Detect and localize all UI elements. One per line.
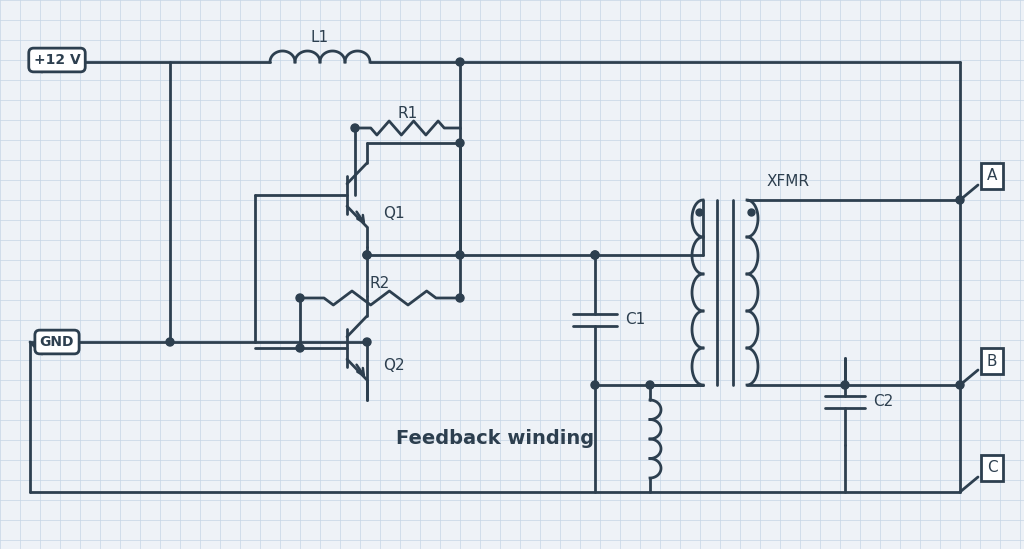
Text: B: B — [987, 354, 997, 368]
Circle shape — [456, 294, 464, 302]
Circle shape — [591, 251, 599, 259]
Circle shape — [456, 251, 464, 259]
Circle shape — [956, 381, 964, 389]
Circle shape — [956, 196, 964, 204]
Text: +12 V: +12 V — [34, 53, 80, 67]
Text: C1: C1 — [625, 312, 645, 328]
Circle shape — [456, 58, 464, 66]
Circle shape — [166, 338, 174, 346]
Text: XFMR: XFMR — [767, 175, 810, 189]
Circle shape — [591, 381, 599, 389]
Circle shape — [591, 251, 599, 259]
Circle shape — [296, 344, 304, 352]
Circle shape — [646, 381, 654, 389]
Circle shape — [362, 251, 371, 259]
Text: A: A — [987, 169, 997, 183]
Text: R2: R2 — [370, 276, 390, 290]
Text: L1: L1 — [311, 31, 329, 46]
Circle shape — [351, 124, 359, 132]
Circle shape — [362, 338, 371, 346]
Circle shape — [456, 139, 464, 147]
Text: Q1: Q1 — [383, 205, 404, 221]
Text: Feedback winding: Feedback winding — [396, 429, 594, 449]
Text: Q2: Q2 — [383, 358, 404, 373]
Text: C2: C2 — [873, 394, 893, 409]
Circle shape — [362, 251, 371, 259]
Text: R1: R1 — [397, 105, 418, 120]
Circle shape — [841, 381, 849, 389]
Text: GND: GND — [40, 335, 75, 349]
Text: C: C — [987, 461, 997, 475]
Circle shape — [296, 294, 304, 302]
